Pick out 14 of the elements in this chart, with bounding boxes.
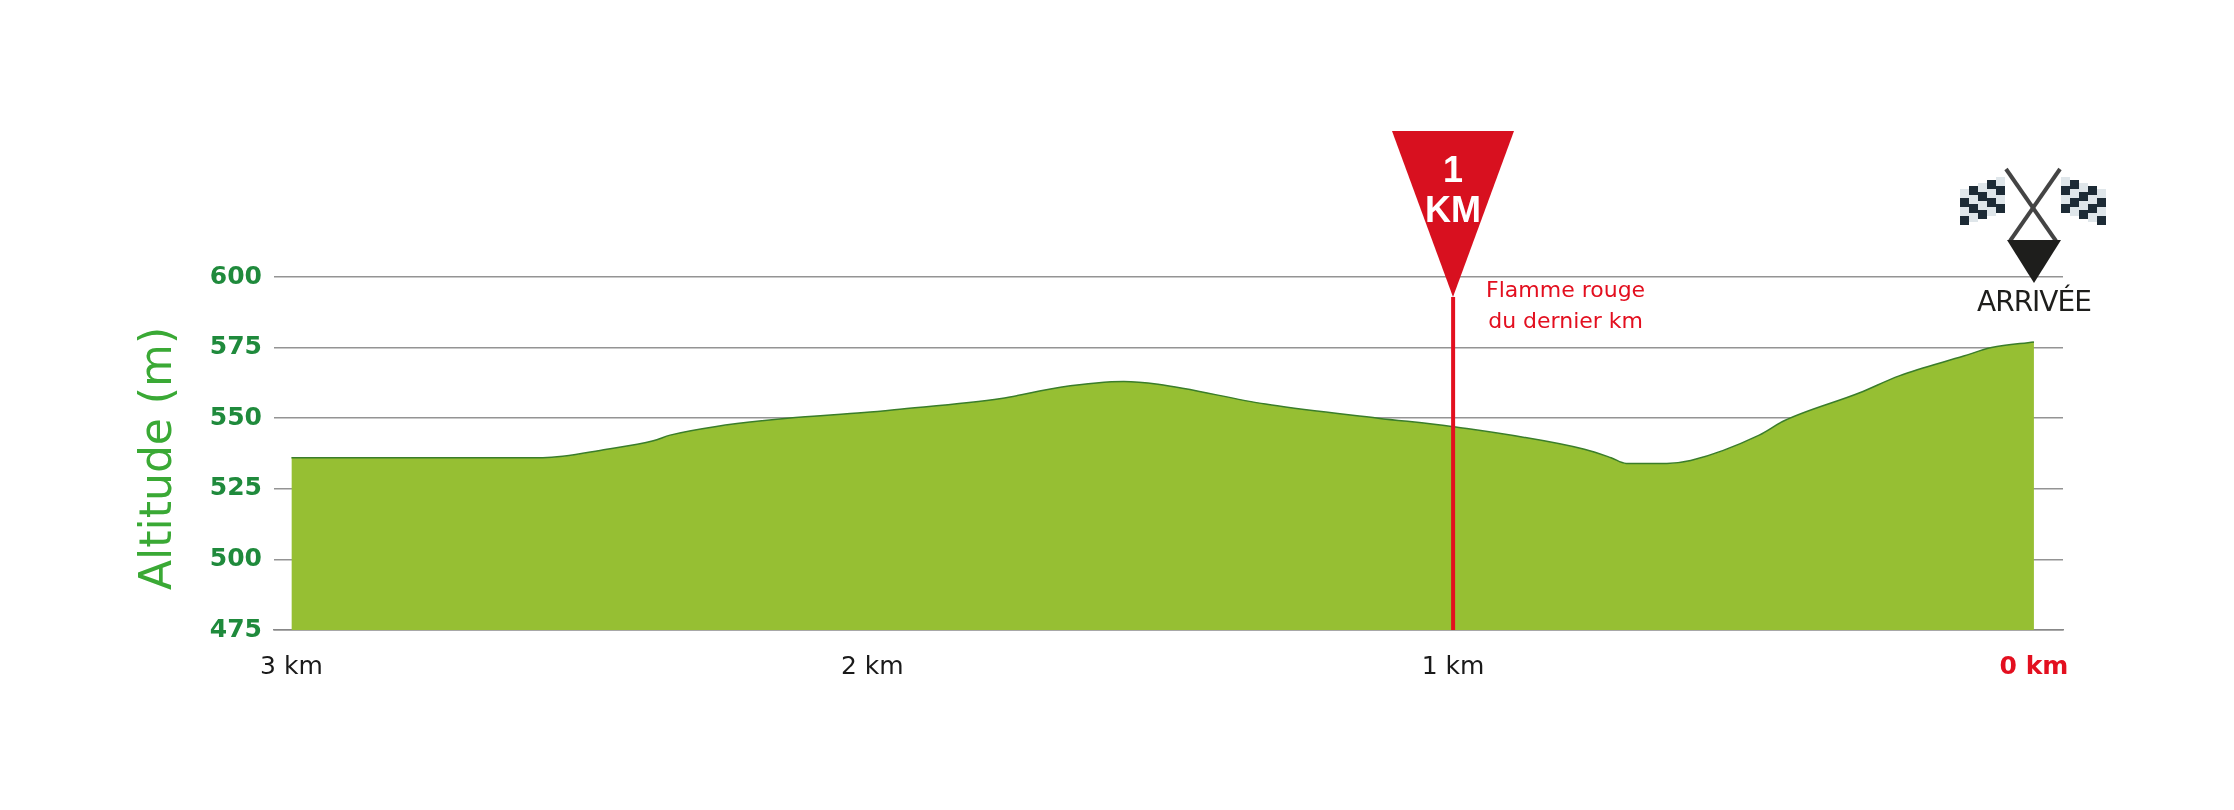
x-tick-label: 2 km [840,650,904,680]
ref-line-label: Flamme rouge du dernier km [1485,276,1647,335]
y-tick-label: 550 [209,401,262,431]
y-tick-label: 575 [209,331,262,361]
x-tick-label: 0 km [1999,650,2069,680]
x-tick-label: 3 km [260,650,323,680]
y-tick-label: 525 [209,472,262,502]
y-tick-label: 600 [209,260,262,290]
y-tick-label: 475 [209,613,262,643]
x-tick-label: 1 km [1421,650,1485,680]
y-tick-label: 500 [209,542,262,572]
text: 1 KM [1424,149,1483,230]
annotation: ARRIVÉE [1976,285,2092,318]
y-axis-title: Altitude (m) [130,326,182,591]
